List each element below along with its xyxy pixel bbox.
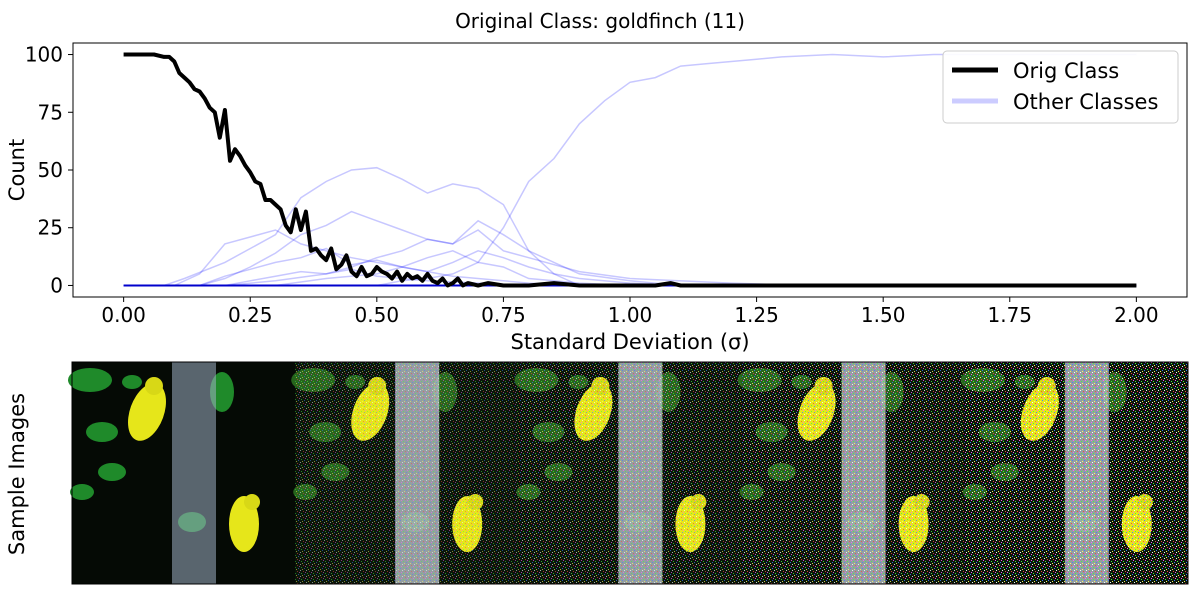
sample-image-panel — [737, 362, 965, 584]
x-tick-label: 0.00 — [101, 303, 146, 327]
y-tick-label: 0 — [50, 273, 63, 297]
orig-class-line — [123, 52, 1137, 288]
other-class-line — [123, 229, 631, 287]
legend-label-orig: Orig Class — [1013, 59, 1119, 83]
other-class-line — [123, 229, 808, 287]
plot-area: 0.00 0.25 0.50 0.75 1.00 1.25 1.50 1.75 2.00 0 25… — [25, 42, 1188, 327]
y-tick-label: 25 — [38, 216, 63, 240]
legend-box — [942, 50, 1179, 124]
sample-image-panel — [960, 362, 1188, 584]
y-axis-ticks: 0 25 50 75 100 — [25, 43, 73, 297]
sample-image-panel — [514, 362, 742, 584]
other-class-line — [123, 247, 580, 287]
x-tick-label: 2.00 — [1114, 303, 1159, 327]
x-tick-label: 1.25 — [734, 303, 779, 327]
other-class-line — [123, 166, 580, 287]
sample-image-panel — [291, 362, 519, 584]
y-tick-label: 100 — [25, 43, 63, 67]
x-tick-label: 0.50 — [355, 303, 400, 327]
sample-image-panel — [68, 362, 296, 584]
x-tick-label: 1.00 — [608, 303, 653, 327]
y-axis-label: Count — [5, 139, 29, 201]
sample-images-label: Sample Images — [5, 393, 29, 555]
x-axis-ticks: 0.00 0.25 0.50 0.75 1.00 1.25 1.50 1.75 2.00 — [101, 297, 1159, 327]
x-tick-label: 0.25 — [228, 303, 273, 327]
other-class-line — [123, 210, 681, 287]
legend-label-other: Other Classes — [1013, 90, 1158, 114]
chart-title: Original Class: goldfinch (11) — [455, 9, 745, 33]
legend: Orig Class Other Classes — [942, 50, 1179, 124]
strip-frame — [71, 361, 1189, 585]
sample-images-strip — [68, 361, 1189, 585]
orig-class-line-group — [123, 52, 1137, 288]
x-axis-label: Standard Deviation (σ) — [510, 330, 749, 354]
y-tick-label: 50 — [38, 158, 63, 182]
x-tick-label: 1.50 — [861, 303, 906, 327]
x-tick-label: 1.75 — [988, 303, 1033, 327]
x-tick-label: 0.75 — [481, 303, 526, 327]
other-class-line — [123, 250, 681, 287]
y-tick-label: 75 — [38, 100, 63, 124]
